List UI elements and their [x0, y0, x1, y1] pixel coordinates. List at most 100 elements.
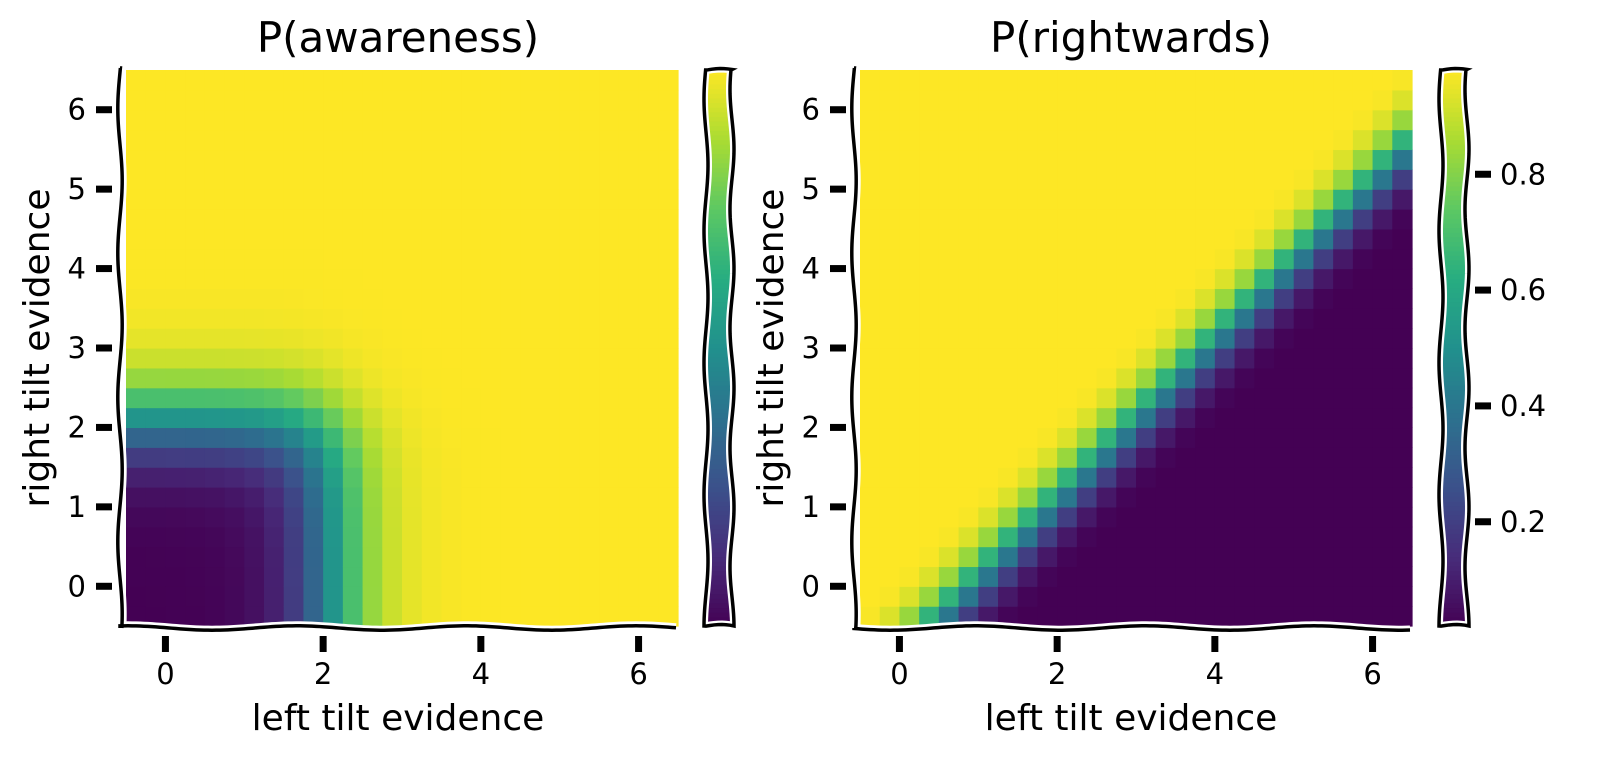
- heatmap-cell: [1195, 109, 1216, 131]
- heatmap-cell: [919, 70, 940, 91]
- heatmap-cell: [1254, 248, 1275, 270]
- heatmap-cell: [500, 149, 521, 170]
- heatmap-cell: [899, 546, 920, 568]
- colorbar-segment: [706, 412, 732, 419]
- heatmap-cell: [919, 348, 940, 369]
- heatmap-cell: [283, 506, 305, 528]
- heatmap-cell: [1175, 268, 1196, 290]
- heatmap-cell: [402, 109, 423, 131]
- heatmap-cell: [185, 129, 206, 151]
- heatmap-cell: [1254, 209, 1275, 230]
- heatmap-cell: [879, 506, 901, 528]
- heatmap-cell: [1017, 268, 1039, 290]
- heatmap-cell: [402, 169, 423, 190]
- heatmap-cell: [244, 109, 265, 131]
- colorbar-segment: [706, 185, 732, 192]
- heatmap-cell: [480, 427, 502, 448]
- heatmap-cell: [264, 506, 285, 528]
- heatmap-cells: [860, 70, 1413, 627]
- heatmap-cell: [342, 149, 364, 170]
- heatmap-cell: [579, 586, 600, 607]
- heatmap-cell: [185, 387, 206, 409]
- heatmap-cell: [283, 526, 305, 548]
- heatmap-cell: [461, 308, 482, 329]
- heatmap-cell: [1234, 487, 1255, 508]
- heatmap-cell: [342, 268, 364, 290]
- heatmap-cell: [599, 248, 620, 270]
- colorbar-segment: [706, 371, 732, 377]
- heatmap-cell: [500, 526, 521, 548]
- heatmap-cell: [500, 169, 521, 190]
- heatmap-cell: [1017, 407, 1039, 429]
- heatmap-cell: [1057, 228, 1078, 250]
- heatmap-cell: [1214, 288, 1236, 309]
- heatmap-cell: [1372, 546, 1393, 568]
- heatmap-cell: [362, 70, 383, 91]
- heatmap-cell: [938, 367, 960, 389]
- colorbar-tick-label: 0.4: [1500, 389, 1546, 423]
- colorbar-segment: [706, 496, 732, 502]
- heatmap-cell: [1057, 526, 1078, 548]
- heatmap-cell: [1234, 89, 1255, 111]
- heatmap-cell: [204, 169, 226, 190]
- heatmap-cell: [978, 407, 999, 429]
- colorbar-segment: [706, 547, 732, 553]
- heatmap-cell: [421, 308, 443, 329]
- heatmap-cell: [1293, 228, 1315, 250]
- colorbar-segment: [706, 250, 732, 256]
- heatmap-cell: [441, 268, 462, 290]
- heatmap-cell: [1037, 348, 1058, 369]
- heatmap-cell: [1116, 248, 1137, 270]
- heatmap-cell: [638, 89, 659, 111]
- heatmap-cell: [421, 586, 443, 607]
- heatmap-cell: [1037, 308, 1058, 329]
- heatmap-cell: [1293, 407, 1315, 429]
- heatmap-cell: [1017, 467, 1039, 488]
- heatmap-cell: [599, 467, 620, 488]
- heatmap-cell: [165, 506, 186, 528]
- heatmap-cell: [1254, 427, 1275, 448]
- colorbar-segment: [1441, 394, 1467, 400]
- heatmap-cell: [958, 228, 979, 250]
- heatmap-cell: [185, 228, 206, 250]
- heatmap-cell: [1274, 367, 1295, 389]
- heatmap-cell: [658, 586, 679, 607]
- heatmap-cell: [441, 89, 462, 111]
- heatmap-cell: [461, 447, 482, 468]
- heatmap-cell: [126, 268, 147, 290]
- heatmap-cell: [480, 189, 502, 210]
- y-tick-label: 2: [68, 410, 86, 444]
- heatmap-cell: [1116, 367, 1137, 389]
- heatmap-cell: [579, 506, 600, 528]
- colorbar-segment: [1441, 375, 1467, 382]
- heatmap-cell: [185, 268, 206, 290]
- heatmap-cell: [1116, 70, 1137, 91]
- heatmap-cell: [1175, 526, 1196, 548]
- heatmap-cell: [618, 268, 640, 290]
- colorbar-segment: [1441, 74, 1467, 80]
- heatmap-cell: [145, 348, 167, 369]
- heatmap-cell: [1234, 526, 1255, 548]
- heatmap-cell: [958, 348, 979, 369]
- colorbar-segment: [706, 398, 732, 405]
- heatmap-cell: [860, 109, 881, 131]
- heatmap-cell: [1352, 506, 1374, 528]
- heatmap-cell: [283, 427, 305, 448]
- heatmap-cell: [1372, 606, 1393, 627]
- colorbar-segment: [706, 422, 732, 428]
- heatmap-cell: [362, 487, 383, 508]
- heatmap-cell: [599, 209, 620, 230]
- heatmap-cell: [441, 487, 462, 508]
- colorbar-segment: [706, 348, 732, 354]
- colorbar-segment: [706, 482, 732, 488]
- y-axis-label: right tilt evidence: [17, 189, 58, 508]
- heatmap-cell: [919, 367, 940, 389]
- heatmap-cell: [1313, 308, 1334, 329]
- heatmap-cell: [958, 447, 979, 468]
- heatmap-cell: [264, 526, 285, 548]
- heatmap-cell: [303, 348, 324, 369]
- colorbar: 0.20.40.60.8: [1434, 64, 1546, 631]
- heatmap-cell: [1136, 566, 1157, 587]
- colorbar-segment: [706, 264, 732, 270]
- heatmap-cell: [1195, 506, 1216, 528]
